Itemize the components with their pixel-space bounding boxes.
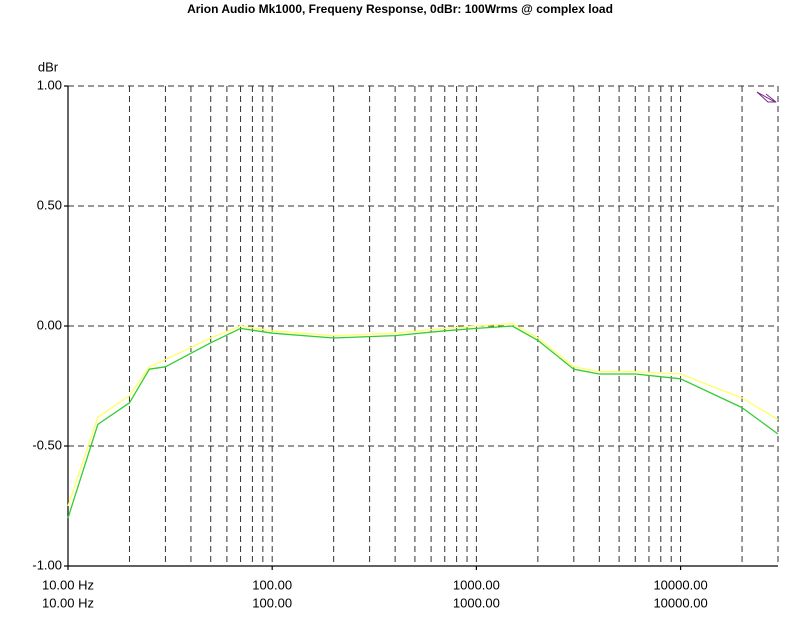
y-tick-label: 0.50 <box>37 197 62 212</box>
y-tick-label: -0.50 <box>32 437 62 452</box>
x-tick-label: 1000.00 <box>453 577 500 592</box>
y-tick-label: 0.00 <box>37 317 62 332</box>
x-tick-label: 10000.00 <box>653 577 707 592</box>
y-tick-label: 1.00 <box>37 77 62 92</box>
x-tick-label: 10000.00 <box>653 595 707 610</box>
cursor-marker <box>756 91 777 103</box>
data-line <box>67 322 779 507</box>
y-tick-label: -1.00 <box>32 557 62 572</box>
x-tick-label: 1000.00 <box>453 595 500 610</box>
x-tick-label: 10.00 Hz <box>42 577 94 592</box>
y-axis-label: dBr <box>38 59 59 74</box>
x-tick-label: 100.00 <box>252 595 292 610</box>
data-line <box>67 325 779 519</box>
x-tick-label: 100.00 <box>252 577 292 592</box>
chart-title: Arion Audio Mk1000, Frequeny Response, 0… <box>187 2 613 16</box>
x-tick-label: 10.00 Hz <box>42 595 94 610</box>
